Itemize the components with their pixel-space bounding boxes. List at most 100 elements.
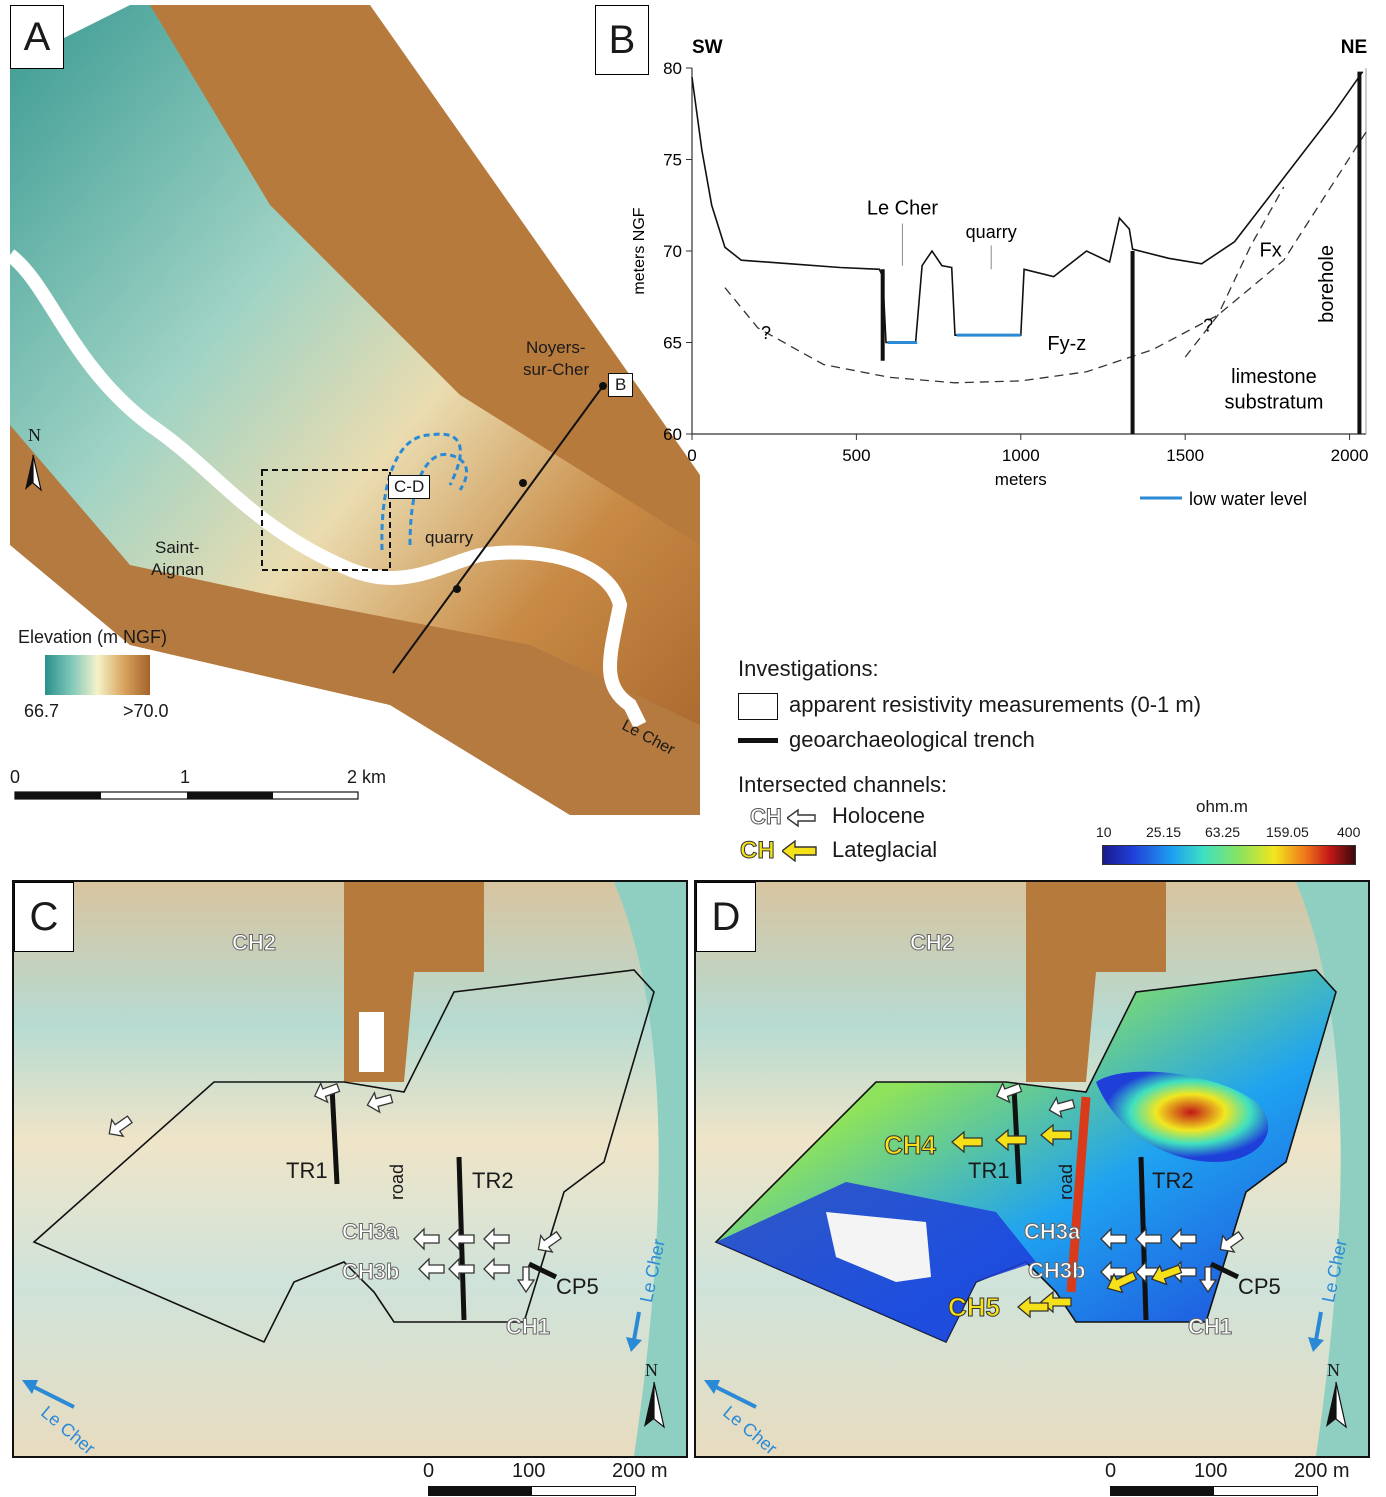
resistivity-legend-box	[738, 693, 778, 720]
scale-d-0: 0	[1105, 1460, 1117, 1482]
road-anomaly	[1066, 1096, 1091, 1293]
x-axis-title: meters	[995, 470, 1047, 489]
tr2-d: TR2	[1152, 1168, 1194, 1193]
elevation-map-a	[5, 5, 700, 815]
x-tick-label: 2000	[1331, 446, 1369, 465]
lateglacial-arrows-d	[950, 1123, 1183, 1319]
elevation-map-c	[14, 882, 686, 1456]
resistivity-colorbar	[1102, 845, 1356, 865]
scale-d-1: 100	[1194, 1460, 1228, 1482]
substratum-annotation: substratum	[1224, 391, 1323, 413]
panel-letter-c: C	[14, 882, 74, 952]
river-bank-c	[614, 882, 686, 1456]
profile-line	[392, 385, 604, 674]
river-arrowhead-d1	[704, 1380, 720, 1394]
lateglacial-ch-symbol: CH	[740, 837, 776, 865]
cp5-c: CP5	[556, 1274, 599, 1299]
ch3b-d: CH3b	[1027, 1258, 1086, 1284]
north-arrow-d-icon	[1326, 1381, 1347, 1429]
river-arrow-d2	[1314, 1311, 1323, 1341]
elevation-min-label: 66.7	[24, 701, 60, 721]
investigations-title: Investigations:	[738, 656, 879, 681]
panel-letter-d: D	[696, 882, 756, 952]
north-arrow-icon	[25, 454, 42, 492]
scale-a-1: 1	[180, 767, 191, 787]
holocene-ch-symbol: CH	[750, 804, 783, 830]
quarry-pond-c	[359, 1012, 384, 1072]
river-arrowhead-d2	[1308, 1337, 1324, 1352]
ch4-d: CH4	[883, 1130, 937, 1161]
high-resistivity-zone	[1096, 1071, 1269, 1162]
fyz-annotation: Fy-z	[1047, 333, 1086, 355]
river-le-cher	[5, 249, 647, 729]
ch2-c: CH2	[231, 930, 277, 956]
holocene-arrows-c	[108, 1081, 563, 1294]
profile-mid-dot	[519, 479, 527, 487]
ne-label: NE	[1341, 37, 1367, 58]
borehole-annotation: borehole	[1316, 245, 1338, 323]
north-label-c: N	[645, 1360, 658, 1380]
road-d: road	[1056, 1163, 1076, 1200]
elevation-max-label: >70.0	[123, 701, 169, 721]
trench-cp5-c	[527, 1261, 558, 1280]
y-tick-label: 65	[663, 334, 682, 353]
road-c: road	[387, 1163, 407, 1200]
scale-d-2: 200 m	[1294, 1460, 1350, 1482]
ground-profile-line	[691, 71, 1364, 344]
resistivity-map-d	[696, 882, 1368, 1456]
panel-letter-a: A	[10, 5, 64, 69]
legend-water-label: low water level	[1189, 489, 1307, 509]
x-tick-label: 1500	[1166, 446, 1204, 465]
limestone-annotation: limestone	[1231, 366, 1317, 388]
panel-letter-b: B	[595, 5, 649, 75]
quarry-d	[1026, 882, 1166, 1082]
trench-tr1-c	[329, 1086, 340, 1185]
channel-arrows	[380, 432, 469, 551]
lateglacial-arrow-icon	[782, 840, 817, 862]
holocene-arrows-d	[995, 1081, 1245, 1294]
res-tick-3: 159.05	[1266, 824, 1309, 840]
place-aignan: Aignan	[151, 560, 204, 579]
le-cher-annotation: Le Cher	[867, 197, 938, 219]
y-axis-title: meters NGF	[631, 207, 648, 294]
res-tick-2: 63.25	[1205, 824, 1241, 840]
profile-end-dot	[453, 585, 461, 593]
fx-boundary	[1184, 186, 1285, 358]
x-tick-label: 0	[687, 446, 696, 465]
north-arrow-c-icon	[644, 1381, 665, 1429]
scale-c-1: 100	[512, 1460, 546, 1482]
scale-c-0: 0	[423, 1460, 435, 1482]
upland-sw	[10, 425, 700, 815]
holocene-text: Holocene	[832, 803, 925, 828]
river-arrow-c1	[33, 1385, 75, 1409]
ch1-c: CH1	[505, 1314, 551, 1340]
panel-d-map: D CH2 CH4 TR1 road TR2 CH3a CH3b CH5 CP5…	[694, 880, 1370, 1458]
box-cd-label: C-D	[388, 475, 431, 499]
elevation-colorbar	[45, 655, 150, 695]
y-tick-label: 75	[663, 151, 682, 170]
unsurveyed-patch	[826, 1212, 931, 1282]
scale-a-2: 2 km	[347, 767, 387, 787]
river-arrow-d1	[715, 1385, 757, 1409]
quarry-annotation: quarry	[966, 222, 1017, 242]
tr2-c: TR2	[472, 1168, 514, 1193]
upland-ne	[150, 5, 700, 545]
x-tick-label: 500	[842, 446, 870, 465]
res-tick-1: 25.15	[1146, 824, 1182, 840]
scale-a-0: 0	[10, 767, 21, 787]
scale-bar-a	[14, 791, 359, 800]
sw-label: SW	[692, 37, 723, 58]
place-saint: Saint-	[155, 538, 200, 557]
quarry-label-a: quarry	[425, 528, 474, 547]
north-label-d: N	[1327, 1360, 1340, 1380]
res-tick-4: 400	[1337, 824, 1361, 840]
question-1: ?	[761, 323, 771, 343]
ch3a-d: CH3a	[1023, 1219, 1081, 1245]
scale-bar-d	[1110, 1486, 1318, 1496]
tr1-d: TR1	[968, 1158, 1010, 1183]
cross-section-chart: 60 65 70 75 80 0 500 1000 1500 2000 meters meters N…	[631, 37, 1369, 509]
fx-annotation: Fx	[1260, 239, 1282, 261]
lateglacial-text: Lateglacial	[832, 837, 938, 862]
trench-legend-line	[738, 738, 778, 743]
channels-title: Intersected channels:	[738, 772, 948, 797]
